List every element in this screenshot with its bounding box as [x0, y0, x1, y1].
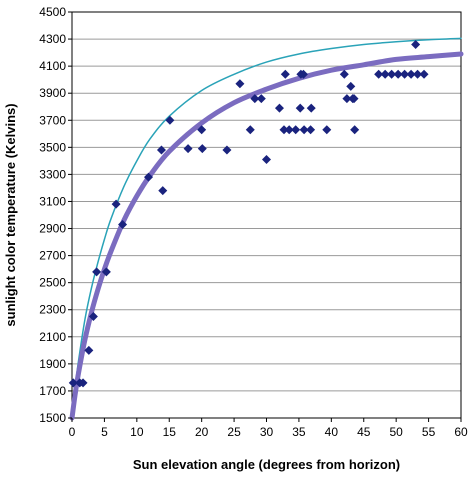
data-point: [342, 94, 352, 104]
data-point: [279, 125, 289, 135]
data-point: [197, 125, 207, 135]
data-point: [280, 69, 290, 79]
data-point: [262, 155, 271, 165]
x-tick-label: 5: [101, 425, 108, 439]
y-tick-label: 2500: [39, 276, 66, 290]
x-tick-label: 45: [357, 425, 371, 439]
data-point: [298, 69, 308, 79]
data-point: [250, 94, 260, 104]
y-tick-label: 3100: [39, 194, 66, 208]
x-tick-label: 25: [227, 425, 241, 439]
data-point: [88, 312, 98, 321]
y-tick-label: 1500: [39, 411, 66, 425]
data-point: [346, 81, 356, 91]
x-tick-label: 60: [454, 425, 468, 439]
data-point: [101, 267, 111, 277]
data-point: [144, 172, 154, 182]
x-tick-label: 0: [69, 425, 76, 439]
y-tick-label: 2700: [39, 249, 66, 263]
data-point: [393, 69, 403, 79]
y-axis-label: sunlight color temperature (Kelvins): [3, 103, 18, 326]
data-point: [274, 103, 284, 113]
data-point: [374, 69, 384, 79]
y-tick-label: 1700: [39, 384, 66, 398]
data-point: [406, 69, 416, 79]
data-point: [350, 125, 360, 135]
x-axis-label: Sun elevation angle (degrees from horizo…: [133, 457, 400, 472]
data-point: [295, 103, 305, 113]
y-tick-label: 4100: [39, 59, 66, 73]
x-tick-label: 50: [389, 425, 403, 439]
data-point: [158, 186, 168, 196]
data-point: [291, 125, 301, 135]
y-tick-label: 4300: [39, 32, 66, 46]
data-point: [222, 145, 232, 155]
data-point: [197, 144, 207, 154]
x-tick-label: 15: [163, 425, 177, 439]
data-point: [299, 125, 309, 135]
y-tick-label: 3500: [39, 140, 66, 154]
x-tick-label: 40: [325, 425, 339, 439]
data-point: [419, 69, 429, 79]
data-point: [118, 219, 128, 229]
data-point: [235, 79, 245, 89]
x-tick-label: 30: [260, 425, 274, 439]
y-tick-label: 3700: [39, 113, 66, 127]
y-tick-label: 2300: [39, 303, 66, 317]
data-point: [165, 115, 175, 125]
data-point: [245, 125, 255, 135]
x-tick-label: 35: [292, 425, 306, 439]
y-tick-label: 3900: [39, 86, 66, 100]
data-point: [349, 94, 359, 104]
x-tick-label: 55: [422, 425, 436, 439]
data-point: [306, 103, 316, 113]
data-point: [339, 69, 349, 79]
data-point: [380, 69, 390, 79]
data-point: [156, 145, 166, 155]
data-point: [387, 69, 397, 79]
data-point: [68, 378, 78, 388]
y-tick-label: 2100: [39, 330, 66, 344]
data-point: [84, 345, 94, 355]
y-tick-label: 1900: [39, 357, 66, 371]
data-point: [111, 199, 121, 209]
x-tick-label: 10: [130, 425, 144, 439]
y-tick-label: 3300: [39, 167, 66, 181]
data-point: [322, 125, 332, 135]
data-point: [183, 144, 193, 154]
data-points: [68, 39, 429, 388]
gridlines: [72, 11, 461, 419]
fit-curve: [71, 37, 462, 419]
y-tick-label: 4500: [39, 5, 66, 19]
data-point: [78, 378, 88, 388]
data-point: [413, 69, 423, 79]
data-point: [400, 69, 410, 79]
data-point: [256, 94, 266, 104]
data-point: [306, 125, 316, 135]
data-point: [284, 125, 294, 135]
axis-ticks: 1500 1700 1900 2100 2300 2500 2700 2900 3100 3300…: [39, 5, 468, 439]
x-tick-label: 20: [195, 425, 209, 439]
data-point: [411, 39, 421, 49]
y-tick-label: 2900: [39, 222, 66, 236]
data-point: [92, 267, 102, 277]
